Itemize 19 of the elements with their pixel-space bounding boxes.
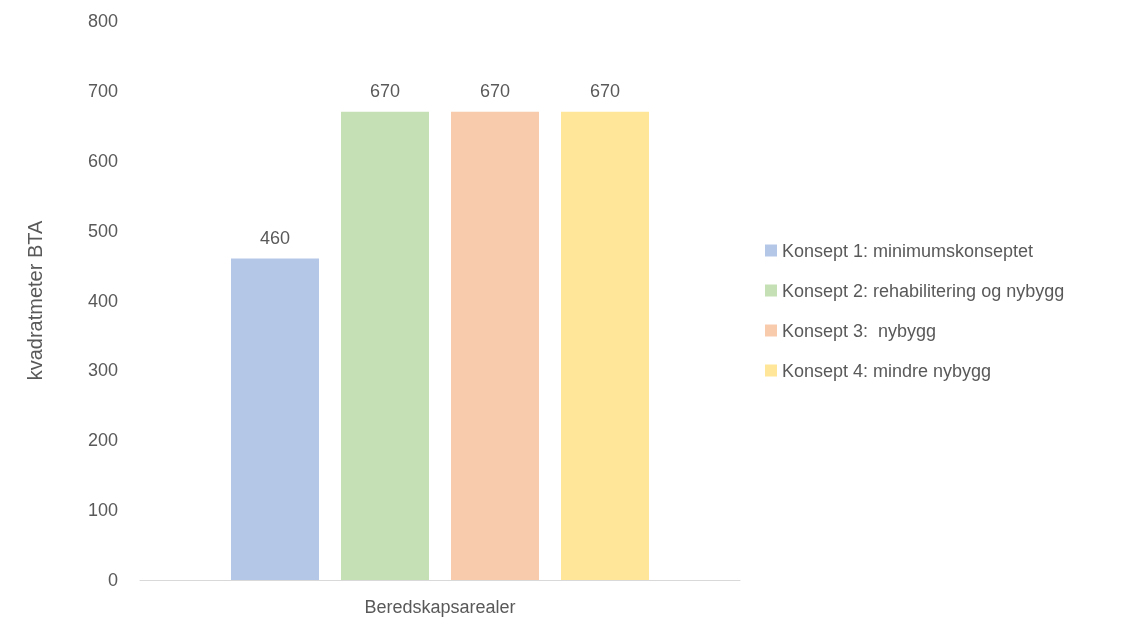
- y-tick-label: 700: [87, 80, 118, 101]
- data-label: 670: [589, 80, 621, 101]
- data-label: 670: [369, 80, 401, 101]
- y-tick-label: 400: [87, 290, 118, 311]
- y-tick-label: 600: [87, 150, 118, 171]
- data-label: 460: [259, 227, 291, 248]
- y-tick-label: 200: [87, 430, 118, 451]
- data-label: 670: [479, 80, 511, 101]
- x-tick-label: Beredskapsarealer: [364, 597, 516, 617]
- legend-label: Konsept 1: minimumskonseptet: [782, 240, 1034, 261]
- legend-label: Konsept 4: mindre nybygg: [782, 360, 992, 381]
- legend-label: Konsept 3: nybygg: [782, 320, 937, 341]
- y-tick-label: 800: [87, 11, 118, 31]
- y-axis-title: kvadratmeter BTA: [24, 220, 46, 381]
- y-tick-label: 0: [107, 570, 118, 590]
- y-tick-label: 300: [87, 360, 118, 381]
- y-tick-label: 100: [87, 500, 118, 521]
- legend-label: Konsept 2: rehabilitering og nybygg: [782, 280, 1065, 301]
- y-tick-label: 500: [87, 220, 118, 241]
